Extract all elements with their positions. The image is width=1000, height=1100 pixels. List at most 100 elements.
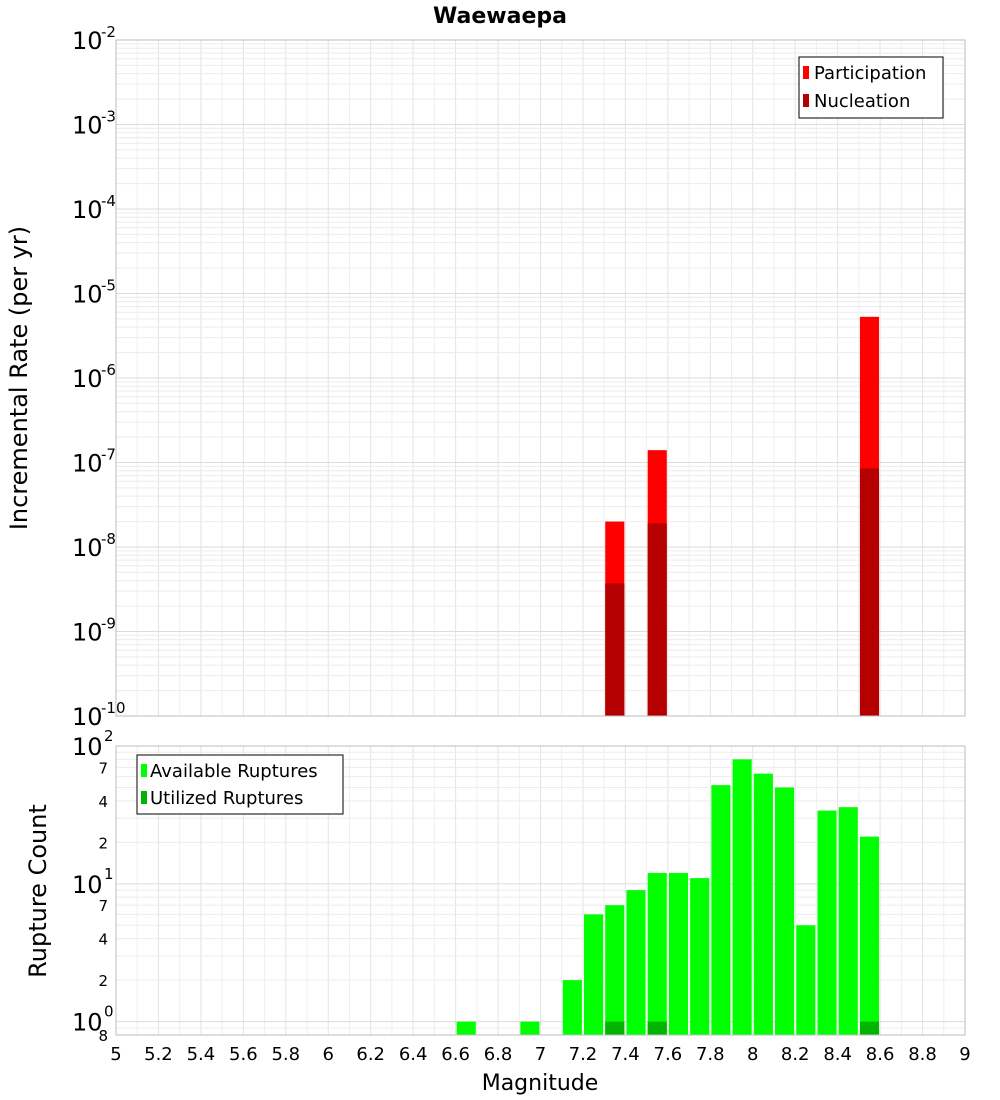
count-y-minor-tick-label: 4 [98, 931, 108, 949]
count-y-minor-tick-label: 2 [98, 972, 108, 990]
rate-y-tick-base: 10 [72, 365, 103, 393]
count-y-axis-label: Rupture Count [24, 804, 52, 978]
utilized-ruptures-bar [605, 1021, 625, 1035]
available-ruptures-legend-swatch [141, 764, 147, 777]
available-ruptures-bar [817, 810, 837, 1035]
magnitude-tick-label: 5.8 [271, 1044, 300, 1065]
count-y-minor-tick-label: 7 [98, 897, 108, 915]
magnitude-tick-label: 8.8 [908, 1044, 937, 1065]
available-ruptures-bar [838, 807, 858, 1035]
rate-y-tick-exponent: -6 [101, 361, 116, 379]
utilized-ruptures-bar [647, 1021, 667, 1035]
count-y-tick-base: 10 [72, 733, 103, 761]
rate-bars [605, 316, 880, 716]
available-ruptures-bar [796, 925, 816, 1035]
magnitude-tick-label: 7.6 [654, 1044, 683, 1065]
magnitude-tick-label: 6.2 [356, 1044, 385, 1065]
magnitude-tick-label: 8.2 [781, 1044, 810, 1065]
count-y-decade-label: 10 2 [72, 727, 114, 761]
count-bars [456, 759, 880, 1035]
magnitude-tick-label: 5.6 [229, 1044, 258, 1065]
rate-y-tick-label: 10-10 [72, 699, 126, 731]
magnitude-tick-label: 7.2 [569, 1044, 598, 1065]
chart-title: Waewaepa [433, 4, 567, 29]
magnitude-tick-label: 5.2 [144, 1044, 173, 1065]
rate-y-tick-base: 10 [72, 196, 103, 224]
rate-legend: Participation Nucleation [798, 56, 944, 119]
rate-y-tick-label: 10-6 [72, 361, 116, 393]
magnitude-tick-label: 6 [323, 1044, 334, 1065]
count-y-minor-tick-label: 7 [98, 759, 108, 777]
utilized-ruptures-legend-label: Utilized Ruptures [150, 788, 303, 809]
nucleation-bar [605, 583, 625, 716]
available-ruptures-bar [584, 914, 604, 1035]
rate-y-tick-label: 10-8 [72, 530, 116, 562]
rate-y-tick-label: 10-2 [72, 23, 116, 55]
rate-y-tick-exponent: -8 [101, 530, 116, 548]
available-ruptures-bar [668, 872, 689, 1035]
rate-y-tick-exponent: -2 [101, 23, 116, 41]
magnitude-tick-label: 8.4 [823, 1044, 852, 1065]
rate-y-tick-label: 10-5 [72, 277, 116, 309]
rate-y-tick-base: 10 [72, 112, 103, 140]
count-y-decade-label: 10 1 [72, 865, 114, 899]
rate-y-tick-base: 10 [72, 450, 103, 478]
x-axis-label: Magnitude [482, 1071, 599, 1096]
rate-y-tick-label: 10-4 [72, 192, 116, 224]
magnitude-tick-labels: 5 5.2 5.4 5.6 5.8 6 6.2 6.4 6.6 6.8 7 7.2 7.4 7.6 7.8 8… [110, 1044, 970, 1065]
count-y-minor-tick-label: 4 [98, 793, 108, 811]
rate-y-tick-base: 10 [72, 534, 103, 562]
available-ruptures-bar [711, 785, 731, 1035]
rate-y-tick-base: 10 [72, 27, 103, 55]
rate-y-axis-label: Incremental Rate (per yr) [5, 226, 33, 530]
available-ruptures-bar [732, 759, 752, 1035]
rate-panel: 10-210-310-410-510-610-710-810-910-10 In… [5, 23, 966, 731]
rate-y-tick-exponent: -4 [101, 192, 116, 210]
rate-y-tick-exponent: -9 [101, 615, 116, 633]
rate-y-tick-exponent: -3 [101, 108, 116, 126]
magnitude-tick-label: 5 [110, 1044, 121, 1065]
participation-legend-label: Participation [814, 63, 926, 84]
available-ruptures-bar [647, 872, 667, 1035]
magnitude-tick-label: 9 [959, 1044, 970, 1065]
count-legend-box [136, 754, 344, 815]
magnitude-tick-label: 6.6 [441, 1044, 470, 1065]
nucleation-legend-swatch [803, 94, 809, 107]
participation-legend-swatch [803, 66, 809, 79]
utilized-ruptures-bar [859, 1021, 880, 1035]
magnitude-tick-label: 6.8 [484, 1044, 513, 1065]
rate-y-tick-label: 10-9 [72, 615, 116, 647]
available-ruptures-bar [456, 1021, 476, 1035]
count-legend: Available Ruptures Utilized Ruptures [136, 754, 344, 815]
rate-y-tick-exponent: -5 [101, 277, 116, 295]
available-ruptures-bar [859, 836, 880, 1035]
utilized-ruptures-legend-swatch [141, 791, 147, 804]
available-ruptures-legend-label: Available Ruptures [150, 761, 318, 782]
rate-y-tick-label: 10-3 [72, 108, 116, 140]
available-ruptures-bar [690, 878, 710, 1035]
available-ruptures-bar [520, 1021, 540, 1035]
nucleation-bar [859, 468, 880, 716]
nucleation-bar [647, 523, 667, 716]
magnitude-tick-label: 7.4 [611, 1044, 640, 1065]
count-y-tick-exponent: 0 [104, 1003, 114, 1021]
count-y-tick-base: 10 [72, 871, 103, 899]
rate-y-tick-base: 10 [72, 703, 103, 731]
magnitude-tick-label: 7 [535, 1044, 546, 1065]
count-y-minor-tick-label: 2 [98, 834, 108, 852]
available-ruptures-bar [753, 773, 773, 1035]
rate-y-tick-label: 10-7 [72, 446, 116, 478]
rate-y-tick-base: 10 [72, 619, 103, 647]
rate-y-tick-base: 10 [72, 281, 103, 309]
count-y-tick-exponent: 1 [104, 865, 114, 883]
magnitude-tick-label: 8 [747, 1044, 758, 1065]
available-ruptures-bar [562, 980, 582, 1035]
magnitude-tick-label: 6.4 [399, 1044, 428, 1065]
nucleation-legend-label: Nucleation [814, 91, 910, 112]
rate-y-tick-exponent: -7 [101, 446, 116, 464]
available-ruptures-bar [605, 905, 625, 1035]
magnitude-tick-label: 7.8 [696, 1044, 725, 1065]
